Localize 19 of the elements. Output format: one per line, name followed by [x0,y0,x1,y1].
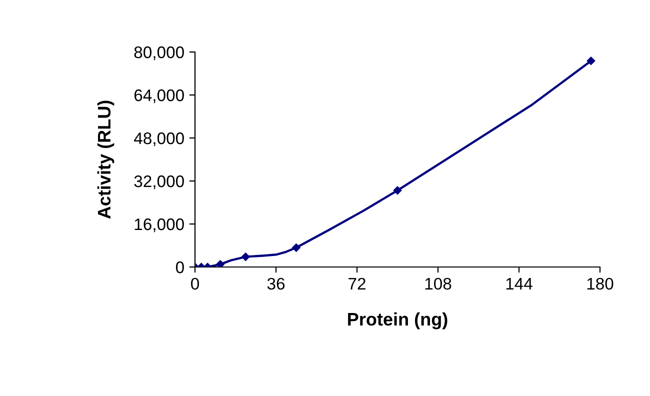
y-axis-title: Activity (RLU) [97,100,114,219]
y-tick-label: 48,000 [134,132,184,146]
x-tick-label: 180 [587,278,614,290]
x-tick-label: 0 [191,278,199,290]
y-tick-label: 80,000 [134,46,184,60]
y-tick-label: 16,000 [134,218,184,232]
y-tick-label: 32,000 [134,175,184,190]
y-tick-label: 0 [176,261,184,274]
point [586,56,596,65]
x-tick-label: 144 [506,278,532,290]
point [216,260,224,267]
point [292,244,300,252]
x-tick-label: 108 [425,278,452,290]
point [241,252,250,261]
y-tick-label: 64,000 [134,89,184,104]
x-axis-title: Protein (ng) [348,312,448,330]
x-tick-label: 36 [267,278,285,290]
x-tick-label: 72 [348,278,366,290]
point [393,186,402,195]
